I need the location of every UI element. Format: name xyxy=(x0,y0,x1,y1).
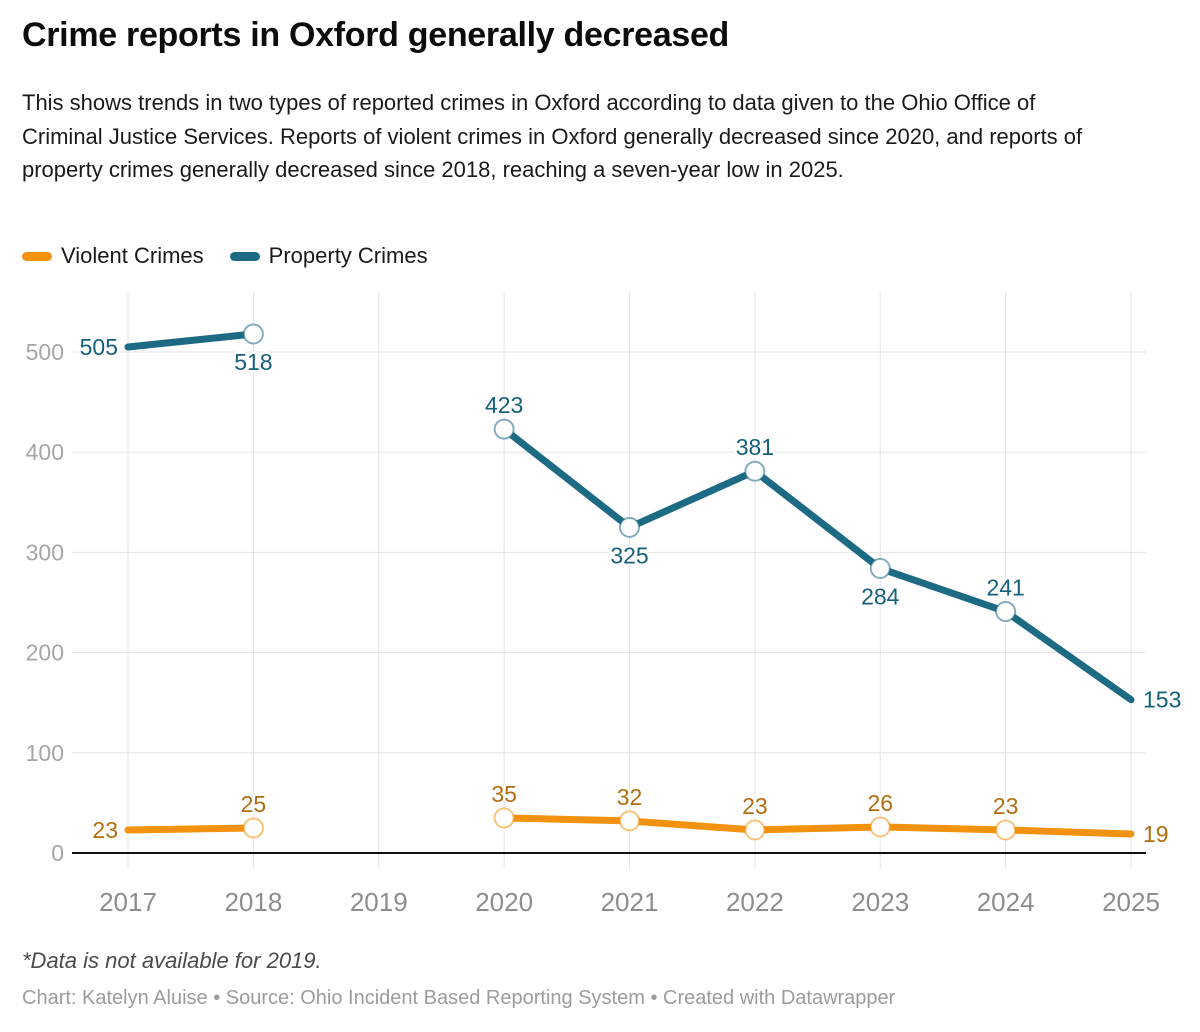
data-value-label: 153 xyxy=(1143,687,1181,713)
legend-label: Violent Crimes xyxy=(61,243,204,268)
data-value-label: 26 xyxy=(867,790,893,816)
data-value-label: 505 xyxy=(80,334,118,360)
data-point-marker xyxy=(869,816,891,838)
data-point-marker xyxy=(242,817,264,839)
data-value-label: 423 xyxy=(485,392,523,418)
data-point-marker xyxy=(493,807,515,829)
data-value-label: 284 xyxy=(861,583,900,609)
data-value-label: 381 xyxy=(736,434,774,460)
data-point-marker xyxy=(995,819,1017,841)
legend: Violent Crimes Property Crimes xyxy=(22,243,428,269)
legend-item-property-crimes: Property Crimes xyxy=(229,243,428,269)
data-value-label: 25 xyxy=(241,791,267,817)
data-point-marker xyxy=(995,601,1017,623)
data-value-label: 518 xyxy=(234,349,272,375)
series-line-property-crimes xyxy=(500,425,1135,704)
legend-label: Property Crimes xyxy=(268,243,428,268)
data-point-marker xyxy=(242,323,264,345)
series-line-property-crimes xyxy=(124,330,257,351)
data-point-marker xyxy=(493,418,515,440)
data-value-label: 32 xyxy=(617,784,643,810)
x-axis-label: 2023 xyxy=(851,887,909,917)
data-point-marker xyxy=(744,460,766,482)
x-axis-label: 2019 xyxy=(350,887,408,917)
line-chart: 0 100 200 300 400 500 2017 2018 2019 2020 2021 2022… xyxy=(0,280,1200,932)
y-axis-label: 500 xyxy=(26,339,64,365)
data-value-label: 23 xyxy=(993,793,1019,819)
x-axis-label: 2018 xyxy=(224,887,282,917)
data-value-label: 325 xyxy=(610,542,648,568)
y-axis-label: 400 xyxy=(26,439,64,465)
x-axis-label: 2022 xyxy=(726,887,784,917)
data-value-label: 241 xyxy=(986,575,1024,601)
data-point-marker xyxy=(619,516,640,538)
x-axis-label: 2024 xyxy=(977,887,1035,917)
legend-swatch xyxy=(229,251,260,261)
y-axis-label: 100 xyxy=(26,740,64,766)
series-line-violent-crimes xyxy=(500,814,1135,838)
data-value-label: 23 xyxy=(742,793,768,819)
series-line-violent-crimes xyxy=(124,824,257,834)
legend-swatch xyxy=(22,251,52,261)
chart-description: This shows trends in two types of report… xyxy=(22,90,1083,182)
chart-credit: Chart: Katelyn Aluise • Source: Ohio Inc… xyxy=(22,987,896,1009)
legend-item-violent-crimes: Violent Crimes xyxy=(22,243,204,269)
x-axis-label: 2020 xyxy=(475,887,533,917)
x-axis-label: 2017 xyxy=(99,887,157,917)
x-axis-label: 2021 xyxy=(601,887,659,917)
y-axis-label: 0 xyxy=(51,840,64,866)
data-point-marker xyxy=(744,819,766,841)
chart-canvas: 0 100 200 300 400 500 2017 2018 2019 2020 2021 2022… xyxy=(26,292,1184,917)
y-axis-label: 200 xyxy=(26,640,64,666)
chart-title: Crime reports in Oxford generally decrea… xyxy=(22,16,730,54)
data-value-label: 35 xyxy=(491,781,517,807)
y-axis-label: 300 xyxy=(26,539,64,565)
chart-footnote: *Data is not available for 2019. xyxy=(22,948,322,973)
x-axis-label: 2025 xyxy=(1102,887,1160,917)
data-point-marker xyxy=(619,810,640,832)
data-point-marker xyxy=(869,557,891,579)
data-value-label: 23 xyxy=(92,817,118,843)
data-value-label: 19 xyxy=(1143,821,1169,847)
